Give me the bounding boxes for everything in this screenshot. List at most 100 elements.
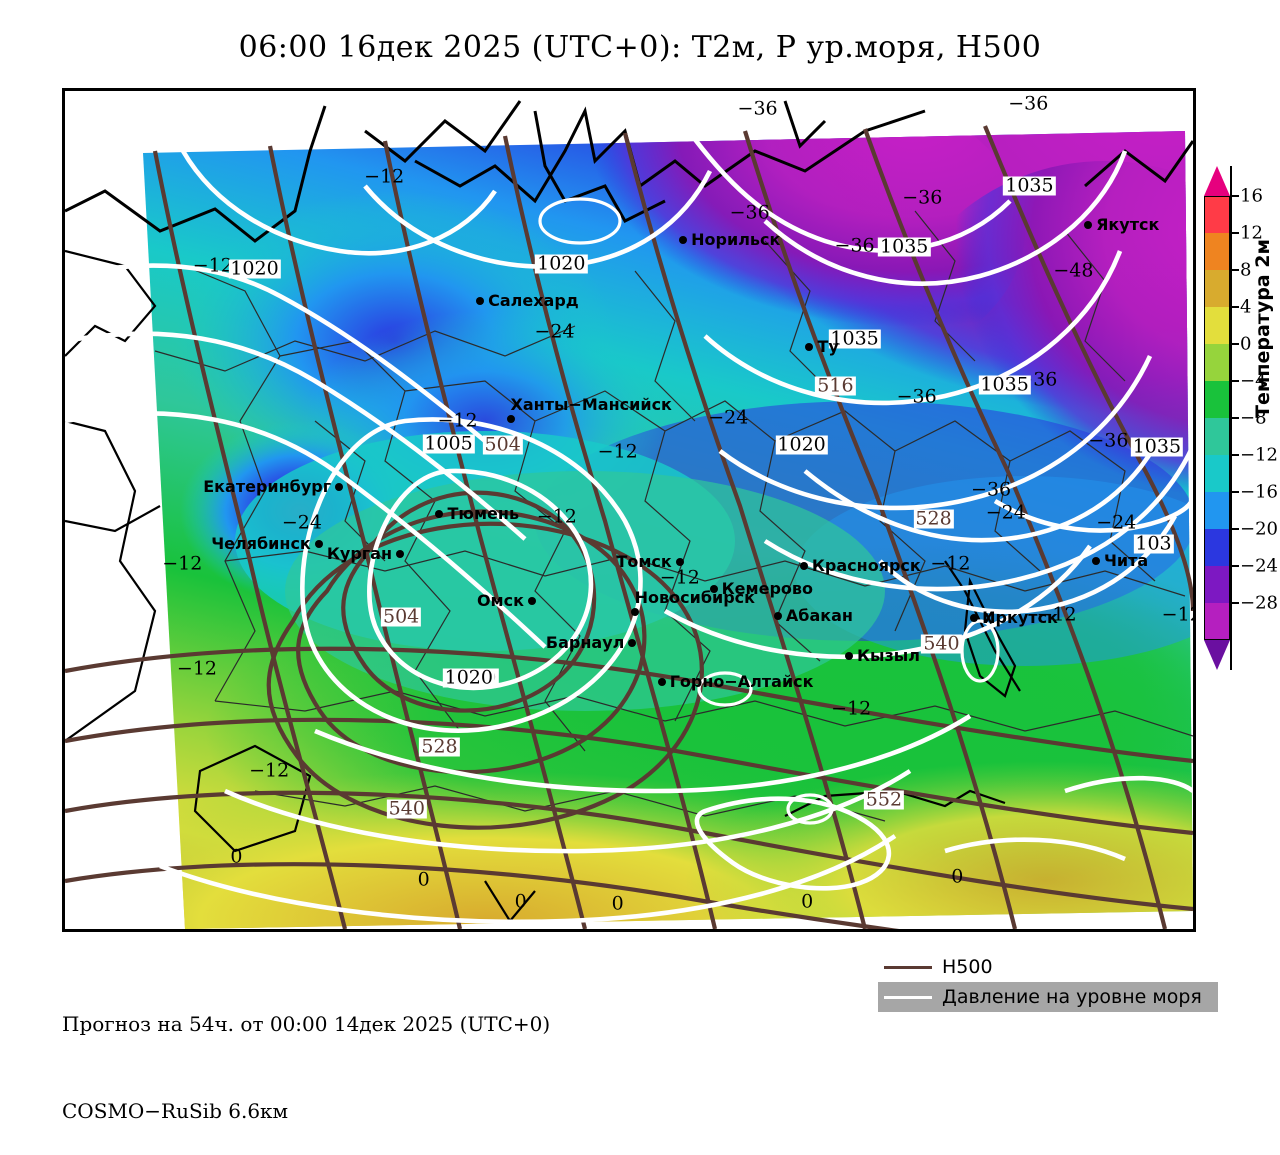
city-label: Кемерово — [721, 578, 814, 598]
colorbar-tick — [1232, 306, 1239, 308]
footer-text: Прогноз на 54ч. от 00:00 14дек 2025 (UTC… — [62, 952, 550, 1155]
map-legend: H500 Давление на уровне моря — [878, 952, 1218, 1012]
mslp-contour-label: 1035 — [1130, 435, 1184, 458]
colorbar-tick-label: −8 — [1240, 407, 1267, 429]
colorbar-segment — [1204, 270, 1230, 307]
colorbar-segment — [1204, 455, 1230, 492]
city-dot-icon — [435, 510, 444, 519]
city-dot-icon — [675, 557, 684, 566]
city-dot-icon — [679, 236, 688, 245]
legend-row-mslp: Давление на уровне моря — [878, 982, 1218, 1012]
city-dot-icon — [630, 608, 639, 617]
city-dot-icon — [773, 611, 782, 620]
city-label: Чита — [1103, 551, 1149, 571]
temperature-contour-label: −24 — [985, 501, 1026, 524]
city-label: Челябинск — [211, 533, 311, 553]
temperature-contour-label: −12 — [437, 409, 478, 432]
city-label: Курган — [326, 543, 393, 563]
city-dot-icon — [396, 549, 405, 558]
city-label: Томск — [616, 551, 672, 571]
mslp-contour-label: 1005 — [422, 432, 475, 455]
footer-line-2: COSMO−RuSib 6.6км — [62, 1099, 289, 1123]
colorbar-segment — [1204, 196, 1230, 233]
city-dot-icon — [805, 342, 814, 351]
h500-contour-label: 540 — [386, 797, 427, 820]
colorbar-tick-label: −20 — [1240, 518, 1278, 540]
mslp-contour-label: 1035 — [878, 235, 931, 258]
temperature-contour-label: −36 — [1008, 92, 1049, 115]
colorbar-tick — [1232, 195, 1239, 197]
colorbar-tick — [1232, 491, 1239, 493]
colorbar-title: Температура 2м — [1252, 239, 1274, 418]
colorbar-tick-label: 12 — [1240, 222, 1263, 244]
colorbar-tick — [1232, 269, 1239, 271]
temperature-contour-label: 0 — [230, 845, 243, 868]
temperature-contour-label: 0 — [514, 890, 527, 913]
temperature-contour-label: −12 — [536, 505, 577, 528]
colorbar-tick-label: −12 — [1240, 444, 1278, 466]
weather-map[interactable]: −12 −12 −36 −36 −36 −36 −36 −36 −36 −36 −36 −48 −24−… — [62, 88, 1196, 932]
temperature-contour-label: 0 — [417, 868, 430, 891]
temperature-contour-label: −12 — [176, 657, 218, 680]
temperature-contour-label: −12 — [1161, 603, 1193, 626]
temperature-contour-label: −12 — [597, 440, 638, 463]
footer-line-1: Прогноз на 54ч. от 00:00 14дек 2025 (UTC… — [62, 1012, 551, 1036]
city-dot-icon — [709, 584, 718, 593]
h500-contour-label: 540 — [921, 632, 962, 655]
colorbar-tick — [1232, 232, 1239, 234]
colorbar-tick-label: −24 — [1240, 555, 1278, 577]
temperature-contour-label: −12 — [930, 552, 971, 575]
map-canvas: −12 −12 −36 −36 −36 −36 −36 −36 −36 −36 −36 −48 −24−… — [65, 91, 1193, 929]
temperature-contour-label: −12 — [192, 254, 233, 277]
temperature-contour-label: −36 — [834, 234, 875, 257]
mslp-legend-label: Давление на уровне моря — [942, 986, 1202, 1008]
city-dot-icon — [527, 597, 536, 606]
legend-row-h500: H500 — [878, 952, 1218, 982]
h500-contour-label: 528 — [419, 735, 460, 758]
colorbar-tick — [1232, 602, 1239, 604]
mslp-contour-label: 1020 — [228, 257, 281, 280]
colorbar — [1204, 196, 1230, 640]
city-label: Норильск — [691, 230, 781, 250]
city-dot-icon — [799, 562, 808, 571]
temperature-contour-label: −36 — [737, 97, 778, 120]
temperature-contour-label: −24 — [281, 511, 322, 534]
city-label: Кызыл — [856, 645, 920, 665]
h500-contour-label: 516 — [815, 374, 856, 397]
colorbar-tick-label: 8 — [1240, 259, 1252, 281]
city-label: Новосибирск — [634, 588, 755, 608]
colorbar-tick-label: −4 — [1240, 370, 1267, 392]
mslp-contours — [65, 124, 1193, 929]
temperature-contour-label: 0 — [951, 865, 964, 888]
city-dot-icon — [335, 482, 344, 491]
temperature-contour-label: −36 — [1088, 429, 1129, 452]
colorbar-over-arrow — [1204, 166, 1230, 196]
colorbar-segment — [1204, 492, 1230, 529]
city-label: Тюмень — [447, 504, 520, 524]
city-label: Барнаул — [545, 633, 625, 653]
temperature-contour-label: −12 — [659, 566, 700, 589]
colorbar-tick — [1232, 380, 1239, 382]
h500-legend-label: H500 — [942, 956, 993, 978]
temperature-contour-label: −36 — [729, 201, 770, 224]
temperature-contour-label: −36 — [902, 186, 943, 209]
colorbar-segment — [1204, 307, 1230, 344]
city-dot-icon — [628, 639, 637, 648]
temperature-contour-label: −24 — [534, 320, 575, 343]
colorbar-axis — [1230, 166, 1232, 670]
mslp-line-swatch — [884, 995, 932, 999]
colorbar-segment — [1204, 566, 1230, 603]
city-dot-icon — [314, 539, 323, 548]
city-dot-icon — [970, 614, 979, 623]
colorbar-segment — [1204, 233, 1230, 270]
temperature-contour-label: −24 — [708, 406, 749, 429]
city-dot-icon — [506, 414, 515, 423]
colorbar-segment — [1204, 603, 1230, 640]
mslp-contour-label: 1020 — [442, 666, 495, 689]
mslp-contour-label: 1020 — [775, 433, 828, 456]
colorbar-frame — [1204, 196, 1230, 640]
mslp-contour-label: 1035 — [828, 327, 881, 350]
temperature-contour-label: −12 — [831, 697, 872, 720]
city-label: Иркутск — [982, 608, 1058, 628]
colorbar-tick — [1232, 528, 1239, 530]
